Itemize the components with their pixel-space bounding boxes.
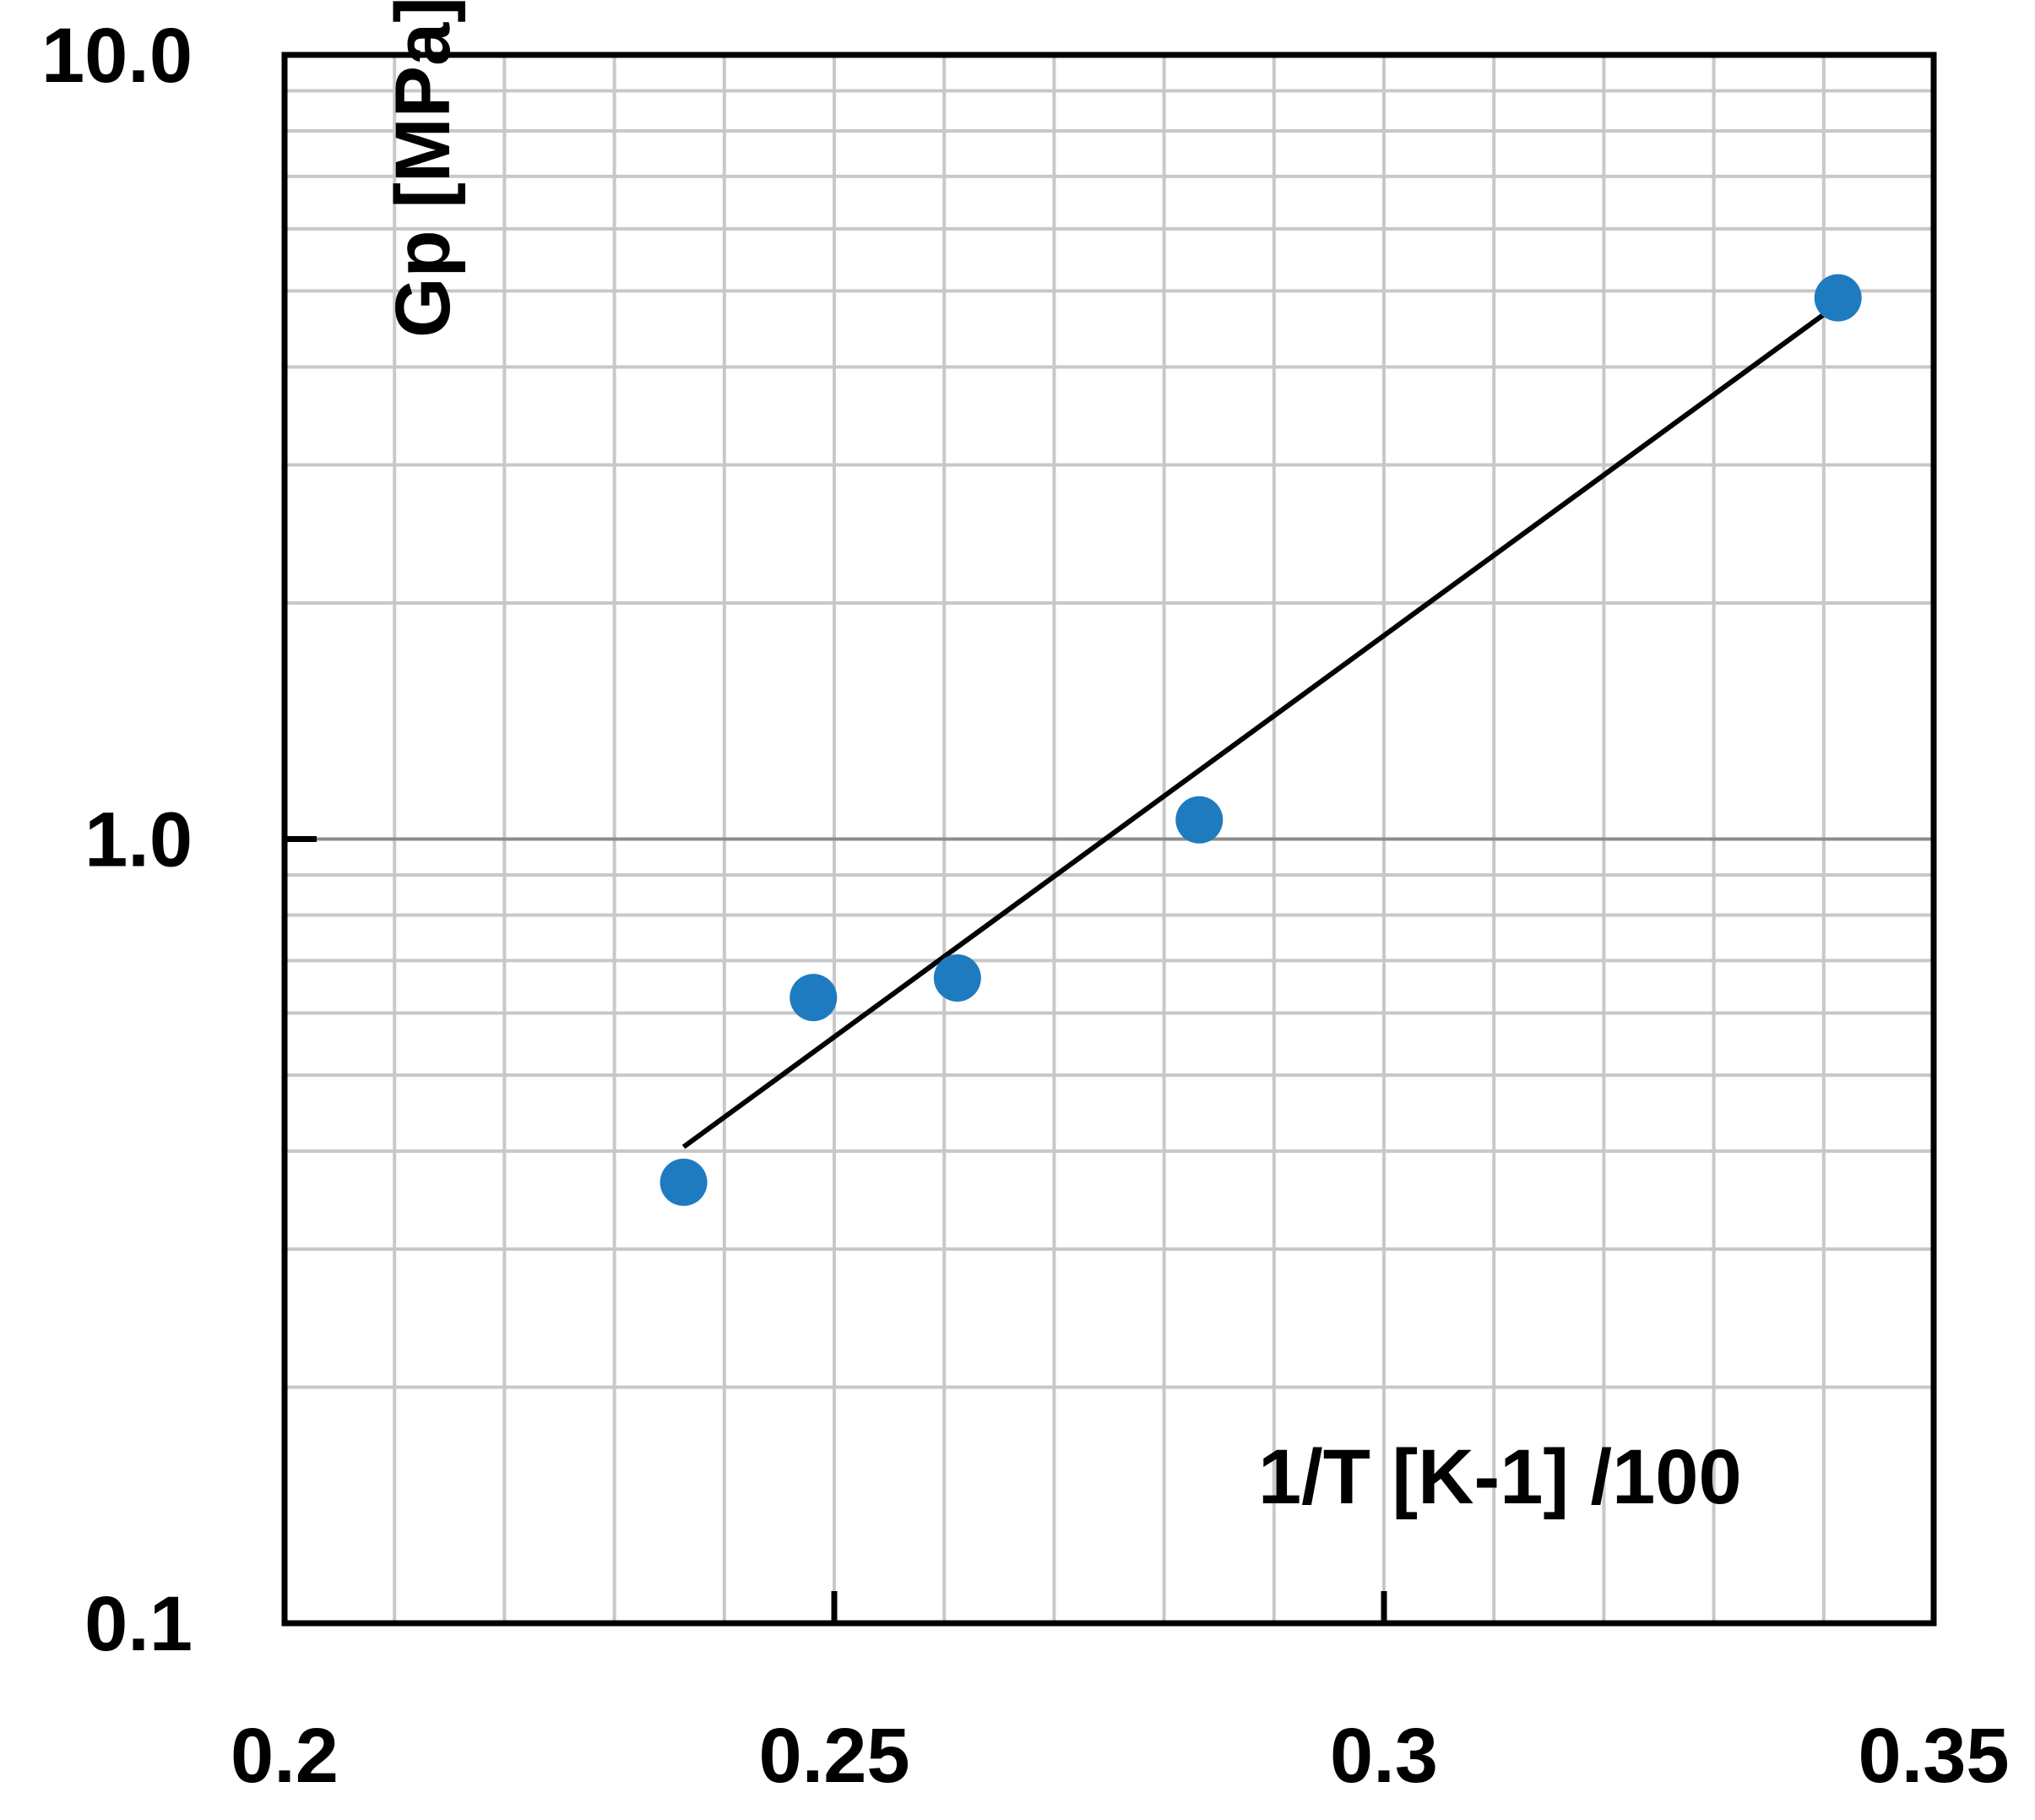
- y-axis-title: Gp [MPa]: [380, 0, 466, 338]
- data-point: [1175, 796, 1224, 844]
- x-tick-label: 0.35: [1858, 1713, 2009, 1799]
- fit-line-group: [681, 310, 1829, 1149]
- x-tick-label: 0.25: [758, 1713, 909, 1799]
- x-tick-label: 0.2: [231, 1713, 339, 1799]
- data-point: [1814, 274, 1862, 322]
- axes: [281, 52, 1937, 1627]
- data-point: [790, 974, 838, 1022]
- x-tick-label: 0.3: [1330, 1713, 1438, 1799]
- data-points: [659, 274, 1862, 1206]
- x-axis-title: 1/T [K-1] /100: [1258, 1434, 1742, 1520]
- y-tick-label: 10.0: [41, 13, 193, 99]
- data-point: [659, 1158, 708, 1206]
- y-tick-label: 0.1: [84, 1581, 193, 1667]
- tick-labels: 0.2 0.25 0.3 0.35 0.1 1.0 10.0: [41, 13, 2010, 1799]
- data-point: [933, 954, 981, 1002]
- y-tick-label: 1.0: [84, 797, 193, 883]
- grid: [285, 55, 1934, 1623]
- fit-line: [681, 310, 1829, 1149]
